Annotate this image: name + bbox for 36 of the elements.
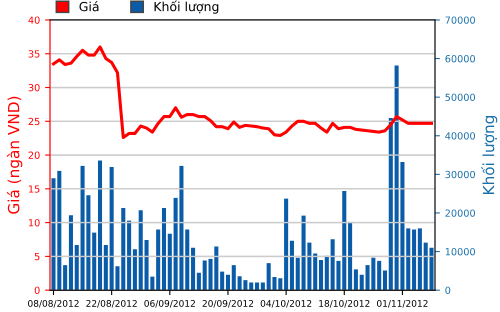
y-tick-label: 5	[34, 252, 40, 260]
x-tick-label: 06/09/2012	[144, 300, 195, 308]
y-tick-label: 20	[28, 152, 40, 159]
bar	[429, 248, 434, 290]
x-tick-label: 22/08/2012	[86, 300, 137, 308]
bar	[51, 178, 56, 290]
y-tick-label: 35	[28, 50, 40, 58]
y-tick-label: 40	[28, 16, 40, 24]
y-tick-label: 25	[28, 118, 40, 126]
y-tick-label: 15	[28, 185, 40, 193]
y2-tick-label: 40000	[445, 132, 476, 140]
y2-tick-label: 10000	[446, 248, 476, 256]
y2-tick-label: 70000	[446, 16, 476, 24]
bar	[98, 160, 102, 290]
y2-tick-label: 30000	[445, 170, 476, 178]
y2-axis-title: Khối lượng	[481, 116, 498, 194]
x-tick-label: 20/09/2012	[202, 300, 254, 308]
bar	[162, 208, 166, 290]
bar	[382, 270, 388, 290]
y2-tick-label: 50000	[445, 94, 476, 101]
y-tick-label: 10	[28, 219, 40, 226]
y2-tick-label: 20000	[445, 209, 476, 217]
bar	[208, 258, 213, 290]
legend-label: Khối lượng	[154, 0, 218, 14]
y-axis-title: Giá (ngàn VND)	[6, 96, 22, 214]
bar	[318, 260, 324, 290]
x-tick-label: 08/08/2012	[28, 300, 79, 308]
y2-tick-label: 0	[445, 286, 450, 294]
x-tick-label: 04/10/2012	[260, 300, 312, 308]
y-tick-label: 0	[34, 286, 40, 294]
x-tick-label: 18/10/2012	[319, 300, 370, 308]
x-tick-label: 01/11/2012	[377, 300, 428, 308]
legend-label: Giá	[79, 1, 98, 12]
y-tick-label: 30	[28, 84, 40, 92]
y2-tick-label: 60000	[445, 55, 476, 62]
bar	[272, 277, 277, 290]
